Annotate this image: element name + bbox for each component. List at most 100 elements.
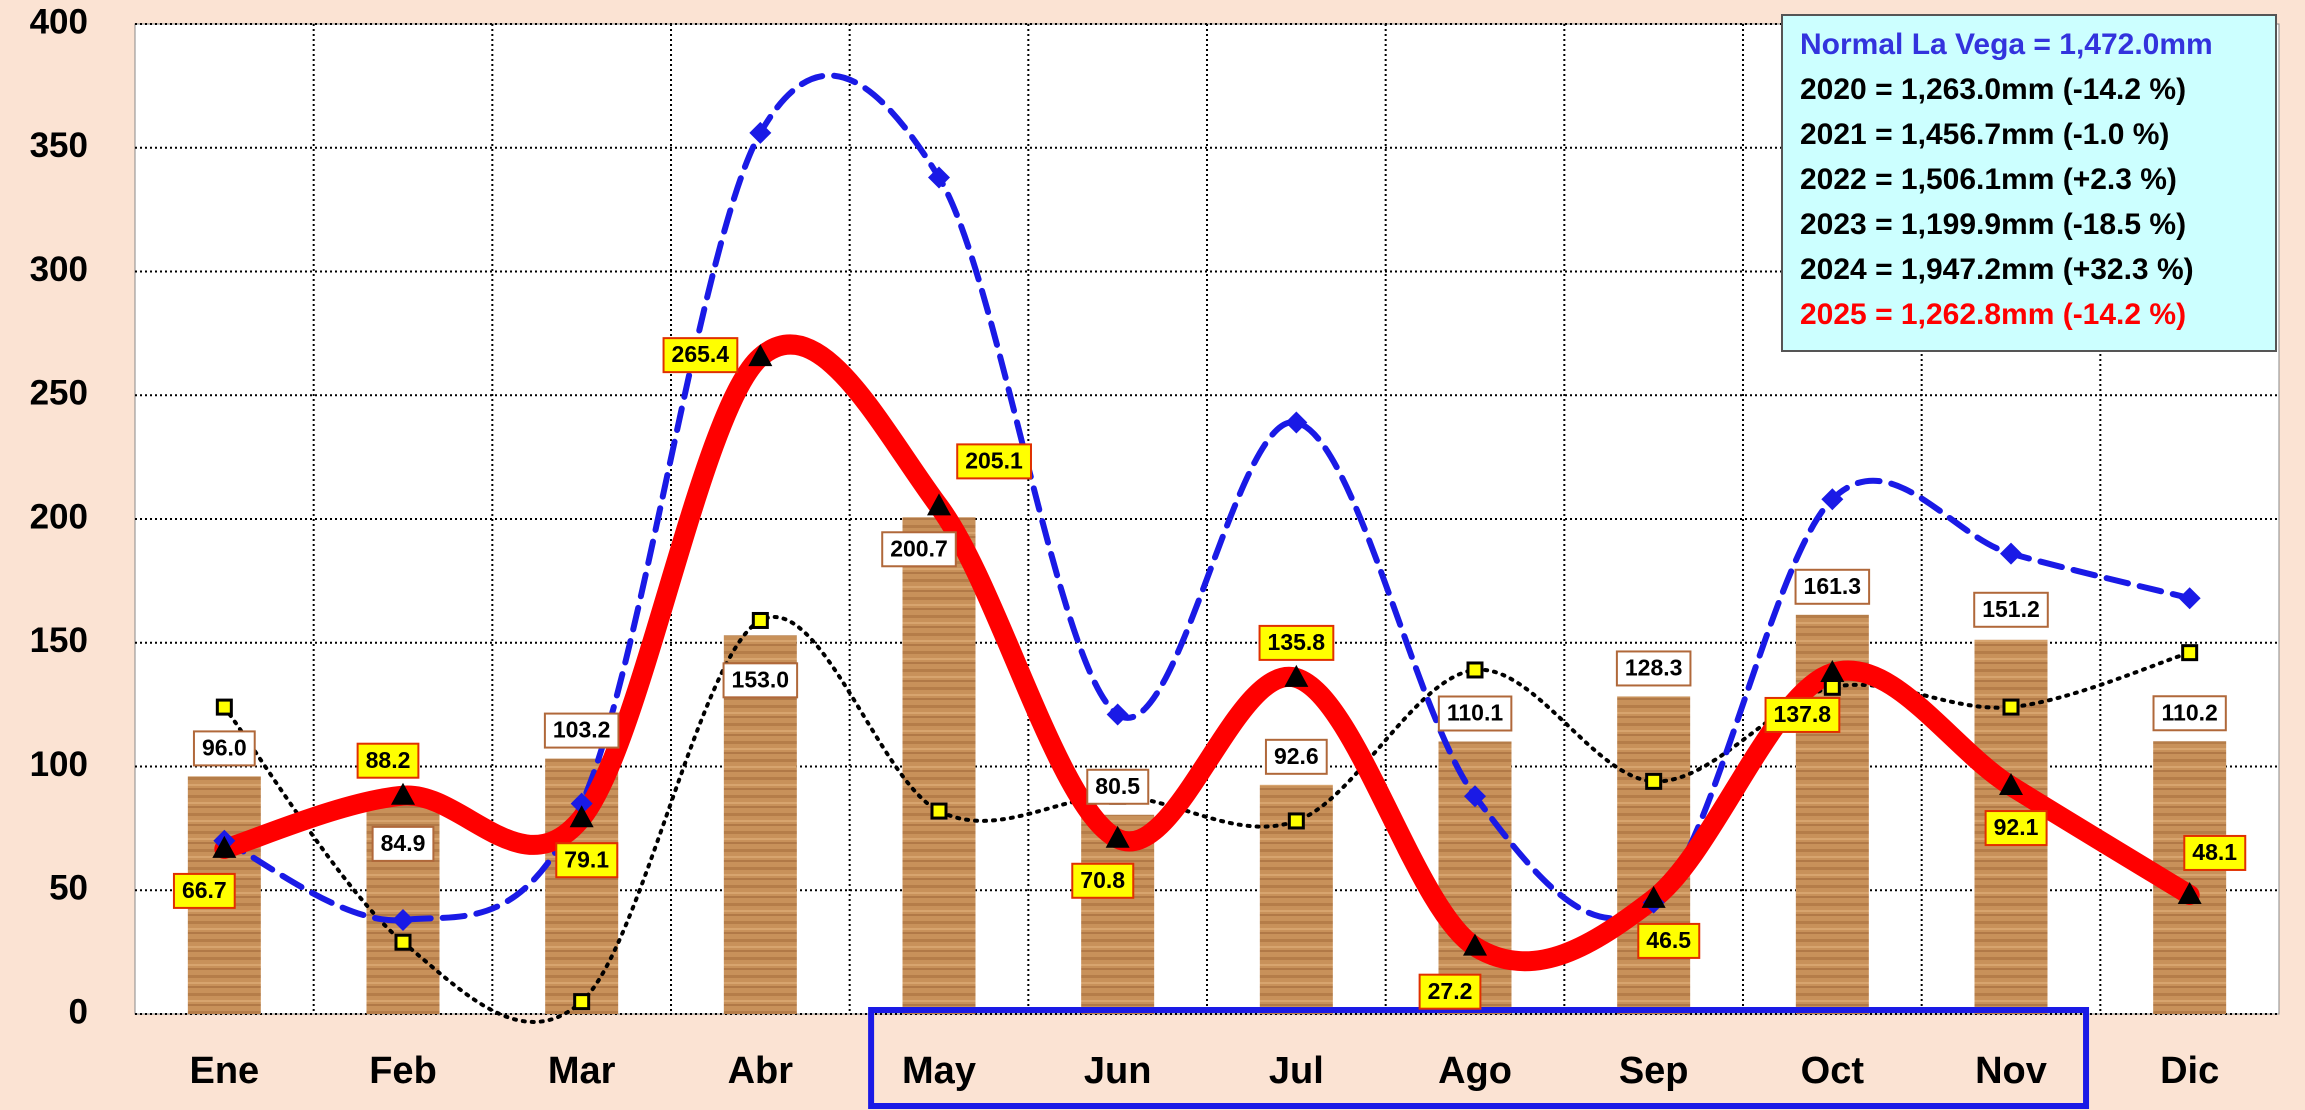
red-label: 48.1 [2183, 834, 2247, 871]
bar-label-text: 84.9 [381, 830, 426, 856]
bar-label: 84.9 [371, 825, 435, 862]
bar-label-box [1264, 738, 1328, 775]
red-label-box [2183, 834, 2247, 871]
marker-triangle [748, 344, 773, 367]
y-tick-label: 400 [30, 2, 88, 41]
y-tick-label: 150 [30, 621, 88, 660]
marker-triangle [1105, 825, 1130, 848]
bar [1438, 741, 1512, 1014]
red-label-text: 88.2 [366, 747, 411, 773]
marker-square [2181, 644, 2199, 662]
y-tick-label: 0 [69, 992, 88, 1031]
red-label: 66.7 [172, 872, 236, 909]
legend-text: 2022 = 1,506.1mm (+2.3 %) [1800, 163, 2177, 196]
bar-label-box [881, 531, 957, 568]
bar-label: 153.0 [722, 662, 799, 699]
legend-text: 2021 = 1,456.7mm (-1.0 %) [1800, 118, 2169, 151]
red-label-text: 48.1 [2192, 839, 2237, 865]
marker-square [1466, 661, 1484, 679]
bar-label-text: 161.3 [1804, 573, 1862, 599]
red-label-text: 79.1 [564, 846, 609, 872]
highlight-box [868, 1007, 2090, 1109]
legend-text: 2020 = 1,263.0mm (-14.2 %) [1800, 73, 2186, 106]
bar-label-text: 110.2 [2162, 699, 2218, 725]
x-tick-label: Dic [2160, 1050, 2219, 1092]
red-label: 92.1 [1984, 810, 2048, 847]
marker-diamond [1821, 488, 1844, 511]
bar-label-box [2152, 695, 2227, 732]
bar-label-text: 151.2 [1982, 596, 2040, 622]
marker-square [751, 611, 769, 629]
y-tick-label: 250 [30, 374, 88, 413]
marker-triangle [1463, 933, 1487, 956]
marker-triangle [212, 835, 237, 858]
bar-label-box [722, 662, 799, 699]
marker-diamond [392, 908, 414, 931]
red-label: 27.2 [1418, 973, 1482, 1010]
x-tick-label: Jul [1269, 1050, 1324, 1092]
marker-diamond [570, 792, 593, 815]
marker-square [1287, 812, 1305, 830]
x-tick-label: Ago [1438, 1050, 1512, 1092]
red-label-box [1418, 973, 1482, 1010]
marker-square [1823, 678, 1841, 696]
red-label: 137.8 [1764, 696, 1841, 733]
bar-label: 110.1 [1437, 695, 1513, 732]
marker-diamond [1464, 785, 1486, 808]
bar-label-text: 92.6 [1274, 743, 1319, 769]
marker-diamond [749, 121, 772, 144]
red-label-text: 70.8 [1080, 867, 1125, 893]
bar-label-text: 110.1 [1447, 700, 1503, 726]
y-tick-label: 100 [30, 745, 88, 784]
red-label-box [555, 842, 619, 879]
bar-label: 151.2 [1973, 591, 2049, 628]
marker-square [573, 993, 591, 1011]
marker-square [930, 802, 948, 820]
bar [902, 517, 976, 1014]
red-label: 205.1 [956, 443, 1032, 480]
x-tick-label: Abr [728, 1050, 794, 1092]
red-label-box [172, 872, 236, 909]
bar-label-box [192, 730, 256, 767]
legend: Normal La Vega = 1,472.0mm 2020 = 1,263.0… [1781, 14, 2277, 352]
red-label-box [1637, 922, 1701, 959]
bar-label: 103.2 [543, 712, 620, 749]
red-label-box [1071, 862, 1135, 899]
bar-label-box [1615, 650, 1692, 687]
marker-triangle [2177, 881, 2202, 904]
bar-label-box [1086, 768, 1150, 805]
bar-label-text: 96.0 [202, 734, 247, 760]
bar-label-text: 128.3 [1625, 655, 1683, 681]
marker-triangle [391, 782, 415, 805]
red-label: 46.5 [1637, 922, 1701, 959]
marker-square [394, 933, 412, 951]
bar-label: 161.3 [1794, 568, 1871, 605]
red-label-box [1764, 696, 1841, 733]
legend-text: 2025 = 1,262.8mm (-14.2 %) [1800, 298, 2186, 331]
bar-label: 110.2 [2152, 695, 2227, 732]
red-label-box [356, 742, 420, 779]
legend-text: 2024 = 1,947.2mm (+32.3 %) [1800, 253, 2194, 286]
bar-label: 92.6 [1264, 738, 1328, 775]
series-line [221, 72, 2193, 924]
red-label: 135.8 [1258, 624, 1335, 661]
marker-diamond [1285, 411, 1308, 434]
bar-label-box [371, 825, 435, 862]
red-label-text: 27.2 [1428, 978, 1473, 1004]
legend-text: 2023 = 1,199.9mm (-18.5 %) [1800, 208, 2186, 241]
red-label-box [662, 337, 739, 374]
y-tick-label: 350 [30, 126, 88, 165]
red-label-text: 137.8 [1774, 701, 1832, 727]
marker-triangle [1641, 885, 1666, 908]
red-label-text: 46.5 [1646, 927, 1691, 953]
bar-label: 200.7 [881, 531, 957, 568]
marker-triangle [569, 805, 594, 828]
y-tick-label: 200 [30, 497, 88, 536]
bar-label-text: 200.7 [890, 535, 948, 561]
red-label-text: 265.4 [672, 341, 730, 367]
bar-label-box [1973, 591, 2049, 628]
bar [1617, 696, 1691, 1014]
marker-triangle [1999, 773, 2023, 796]
x-tick-label: May [902, 1050, 976, 1092]
